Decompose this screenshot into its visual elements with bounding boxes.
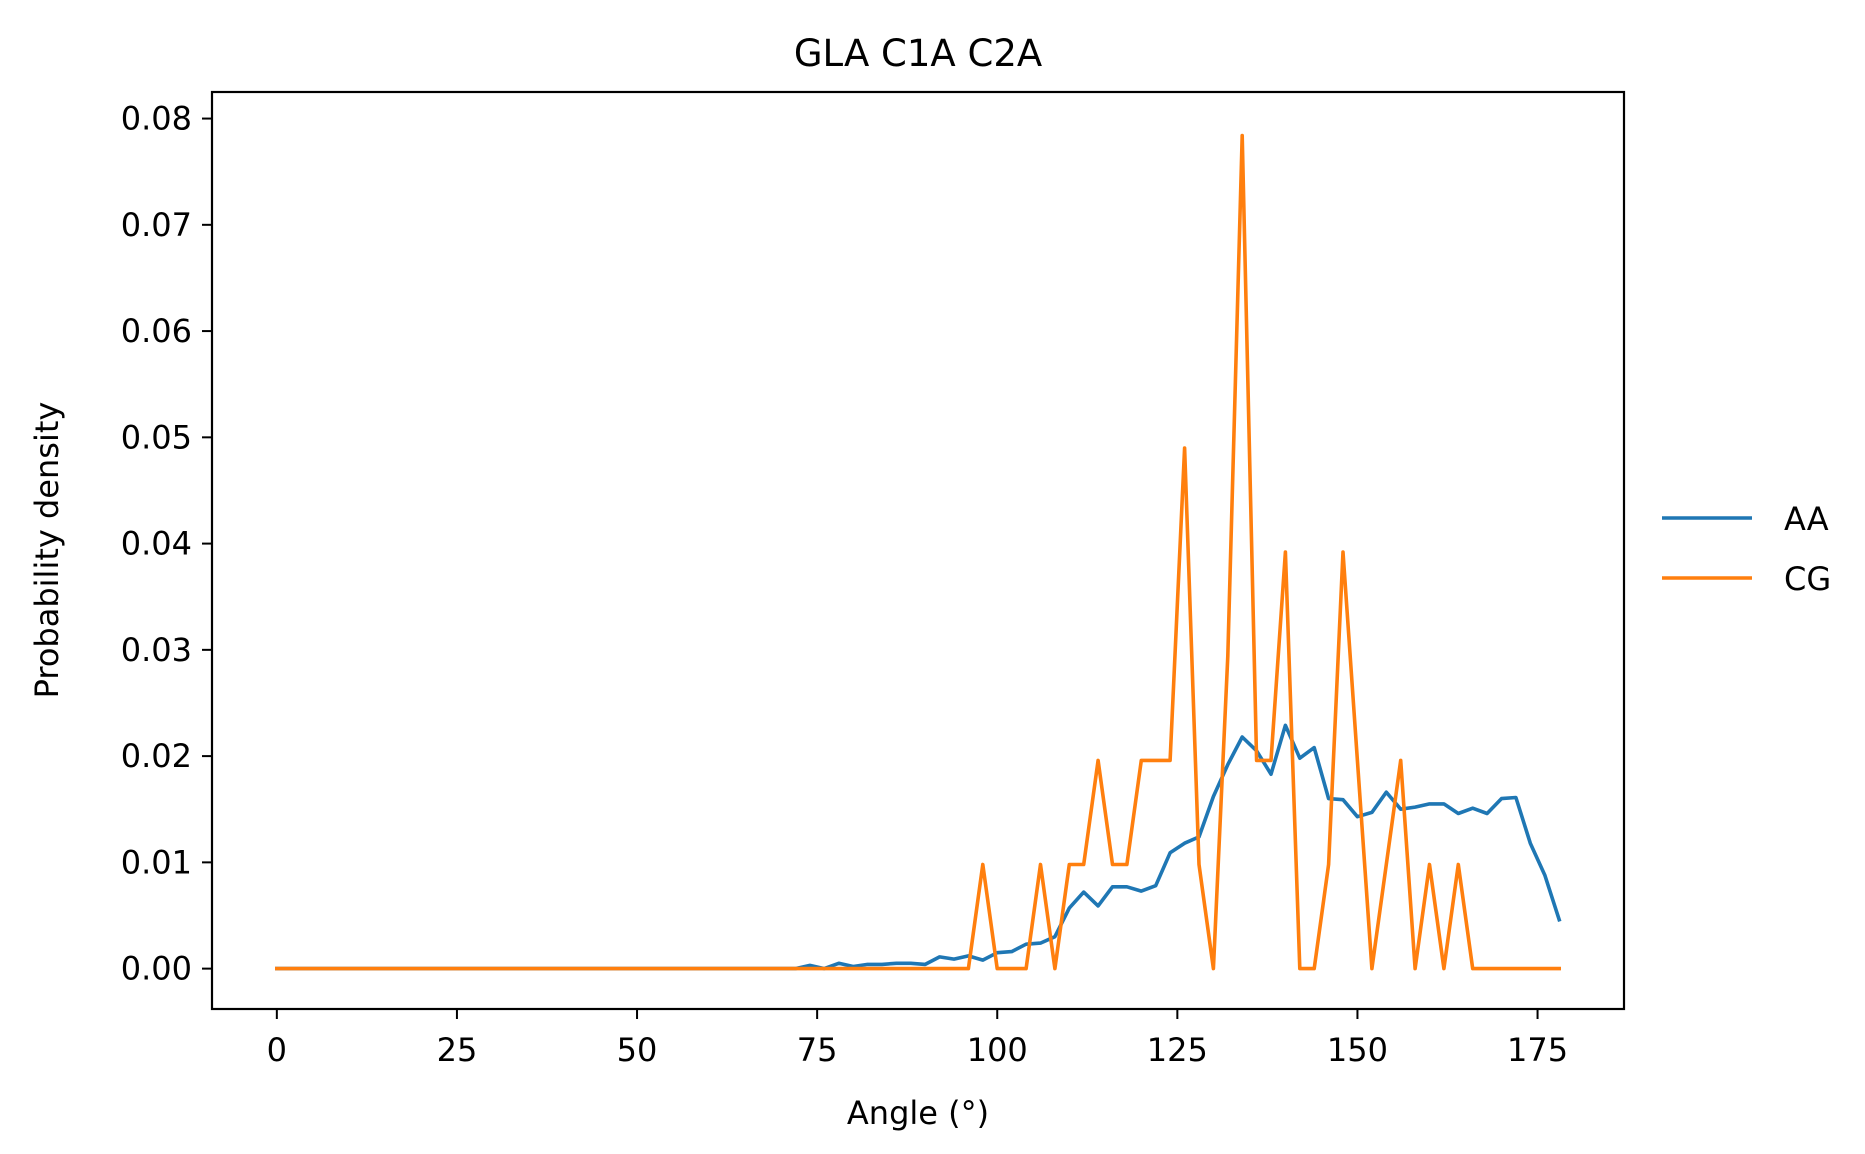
plot-frame (210, 90, 1626, 1011)
x-tick-label: 175 (1507, 1031, 1568, 1069)
y-axis: 0.00 0.01 0.02 0.03 0.04 0.05 0.06 0.07 0.08 (121, 100, 212, 988)
x-tick-label: 100 (967, 1031, 1028, 1069)
y-tick-label: 0.00 (121, 950, 192, 988)
y-tick-label: 0.04 (121, 525, 192, 563)
legend-label-cg: CG (1784, 560, 1831, 598)
x-axis: 0 25 50 75 100 125 150 175 (267, 1009, 1568, 1069)
x-tick-label: 125 (1147, 1031, 1208, 1069)
y-tick-label: 0.06 (121, 312, 192, 350)
chart-title: GLA C1A C2A (794, 32, 1042, 75)
y-tick-label: 0.05 (121, 418, 192, 456)
y-tick-label: 0.01 (121, 843, 192, 881)
y-tick-label: 0.02 (121, 737, 192, 775)
series-line-aa (274, 723, 1562, 971)
plot-area (274, 133, 1562, 971)
y-tick-label: 0.03 (121, 631, 192, 669)
y-tick-label: 0.08 (121, 100, 192, 138)
legend: AA CG (1662, 500, 1831, 598)
series-line-cg (274, 133, 1561, 971)
x-tick-label: 0 (267, 1031, 287, 1069)
x-tick-label: 75 (797, 1031, 838, 1069)
x-tick-label: 150 (1327, 1031, 1388, 1069)
y-axis-label: Probability density (28, 402, 66, 699)
y-tick-label: 0.07 (121, 206, 192, 244)
x-tick-label: 50 (617, 1031, 658, 1069)
x-axis-label: Angle (°) (847, 1094, 989, 1132)
x-tick-label: 25 (437, 1031, 478, 1069)
legend-label-aa: AA (1784, 500, 1829, 538)
